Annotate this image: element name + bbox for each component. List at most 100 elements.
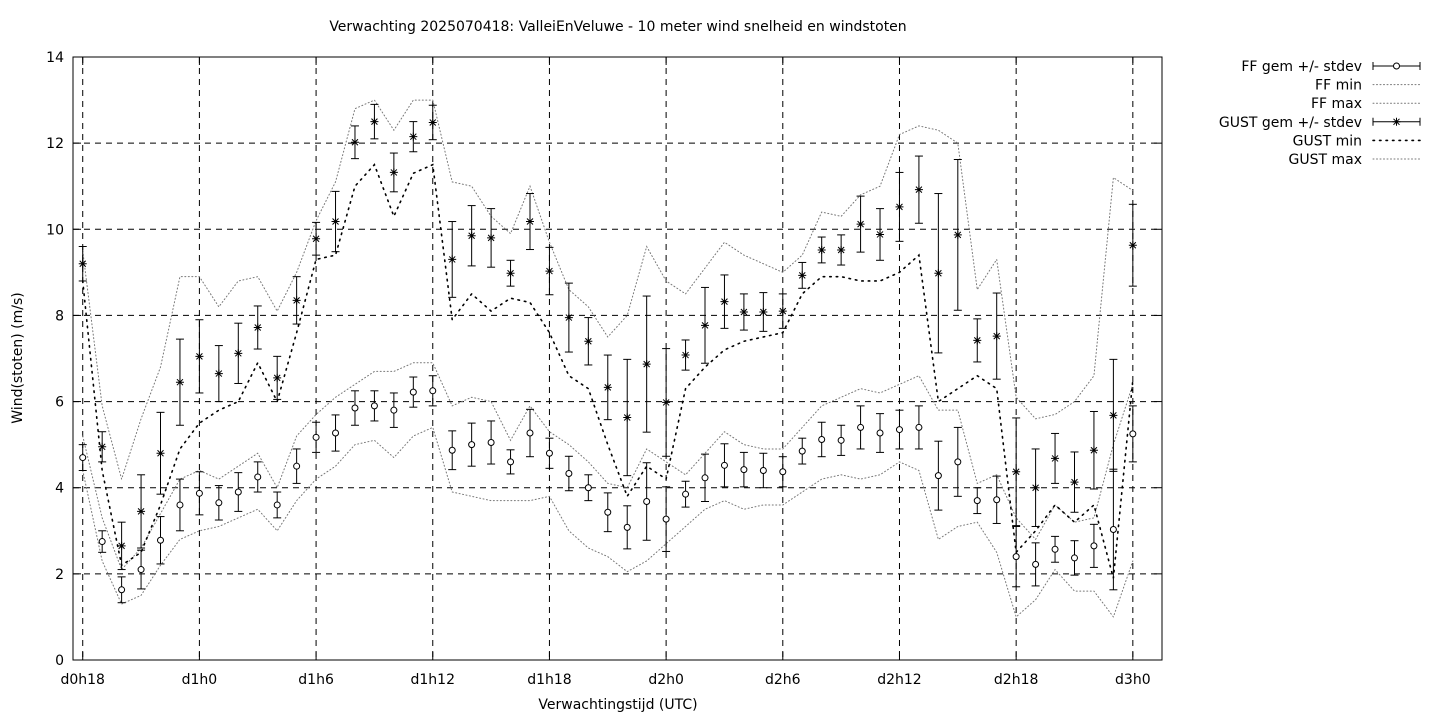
star-marker [1109,411,1118,420]
data-point [175,338,184,426]
legend-label: FF max [1311,96,1362,112]
legend: FF gem +/- stdev FF min FF max GUST gem +/-… [1219,59,1421,168]
data-point [642,295,651,433]
data-point [564,455,573,492]
circle-marker [643,497,651,505]
circle-marker [876,429,884,437]
circle-marker [254,473,262,481]
data-point [953,426,962,497]
data-point [895,171,904,242]
star-marker [876,230,885,239]
data-point [564,282,573,353]
circle-marker [934,472,942,480]
data-point [273,491,282,519]
star-marker [409,132,418,141]
y-tick-label: 6 [55,395,64,411]
x-tick-label: d2h0 [648,672,684,688]
star-marker [234,349,243,358]
star-marker [525,217,534,226]
data-point [253,461,262,493]
data-point [350,390,359,426]
star-marker [603,383,612,392]
data-point [623,358,632,477]
y-tick-label: 4 [55,481,64,497]
data-point [584,474,593,502]
circle-marker [545,449,553,457]
star-marker [214,369,223,378]
data-point [156,411,165,495]
circle-marker [487,438,495,446]
data-point [137,474,146,549]
star-marker [1089,446,1098,455]
data-point [428,104,437,141]
star-marker [837,245,846,254]
data-point [331,190,340,253]
star-marker [992,332,1001,341]
circle-marker [351,404,359,412]
x-tick-label: d2h12 [877,672,921,688]
series-line-2 [82,362,1134,571]
grid [73,57,1162,660]
circle-marker [293,462,301,470]
data-point [214,485,223,521]
circle-marker [623,523,631,531]
x-tick-label: d0h18 [60,672,104,688]
star-marker [856,220,865,229]
legend-item: GUST min [1293,133,1421,149]
data-point [1089,523,1098,568]
legend-item: GUST max [1289,152,1421,168]
star-marker [973,336,982,345]
legend-label: GUST max [1289,152,1363,168]
data-point [992,292,1001,380]
data-point [273,355,282,400]
data-point [506,449,515,475]
star-marker [564,313,573,322]
legend-item: FF min [1315,78,1421,94]
star-marker [156,449,165,458]
data-point [1128,405,1137,463]
data-point [195,471,204,516]
data-point [778,293,787,329]
series-lines [81,99,1134,618]
star-marker [895,202,904,211]
data-point [973,318,982,363]
star-marker [934,269,943,278]
star-marker [389,168,398,177]
data-point [603,354,612,421]
star-marker [584,337,593,346]
data-point [720,274,729,329]
star-marker [117,541,126,550]
legend-marker [1393,62,1400,70]
star-marker [817,245,826,254]
star-marker [1051,454,1060,463]
data-point [739,293,748,331]
circle-marker [837,436,845,444]
legend-label: FF gem +/- stdev [1241,59,1362,75]
y-tick-label: 10 [46,222,64,238]
data-point [117,576,126,604]
star-marker [642,360,651,369]
legend-label: FF min [1315,78,1362,94]
x-tick-label: d1h6 [298,672,334,688]
data-point [817,236,826,264]
circle-marker [584,484,592,492]
series-line-1 [82,426,1134,618]
circle-marker [954,458,962,466]
star-marker [798,271,807,280]
star-marker [1031,483,1040,492]
data-point [914,155,923,224]
data-point [953,159,962,311]
data-point [973,487,982,515]
data-point [389,392,398,428]
data-point [623,505,632,550]
star-marker [506,269,515,278]
circle-marker [390,406,398,414]
data-point [487,420,496,465]
data-point [409,376,418,408]
data-point [1089,410,1098,490]
data-point [681,339,690,371]
circle-marker [720,461,728,469]
circle-marker [234,488,242,496]
data-point [448,430,457,471]
y-tick-label: 14 [46,50,64,66]
